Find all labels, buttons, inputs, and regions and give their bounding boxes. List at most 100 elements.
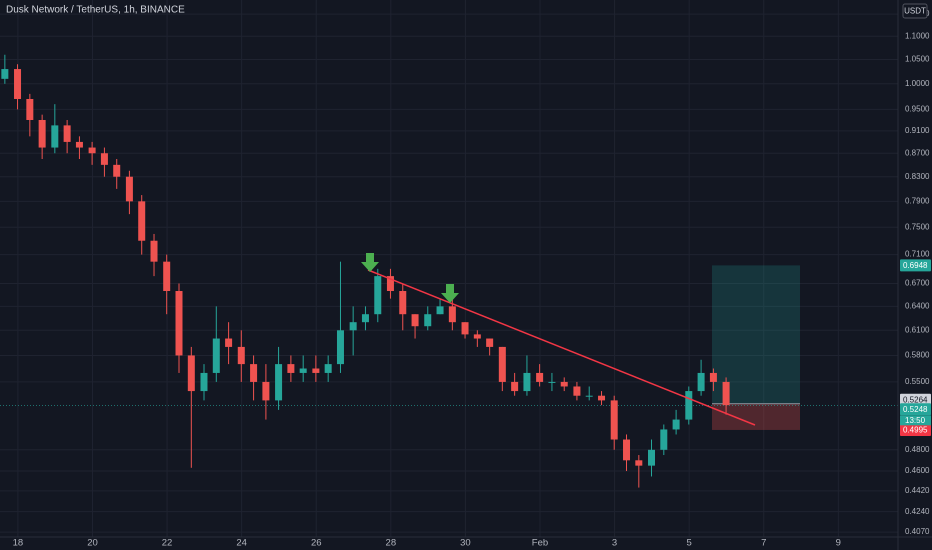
candle-body bbox=[386, 276, 394, 292]
candle-body bbox=[585, 395, 593, 397]
last-label: 0.5248 bbox=[903, 405, 928, 414]
candle-body bbox=[26, 98, 34, 120]
x-tick-label: 7 bbox=[761, 538, 766, 549]
candle-body bbox=[560, 381, 568, 387]
y-tick-label: 0.4600 bbox=[905, 466, 930, 475]
candle-body bbox=[498, 346, 506, 382]
y-tick-label: 0.8300 bbox=[905, 172, 930, 181]
target-label: 0.6948 bbox=[903, 261, 928, 270]
candle-body bbox=[486, 338, 494, 347]
countdown-label: 13:50 bbox=[905, 416, 926, 425]
entry-tag bbox=[900, 393, 931, 406]
y-tick-label: 0.4420 bbox=[905, 486, 930, 495]
candle-body bbox=[312, 368, 320, 373]
profit-zone bbox=[712, 265, 800, 404]
candle-body bbox=[647, 449, 655, 466]
y-tick-label: 0.6700 bbox=[905, 279, 930, 288]
candle-body bbox=[175, 291, 183, 356]
x-tick-label: Feb bbox=[532, 538, 548, 549]
candle-body bbox=[125, 176, 133, 202]
stop-tag bbox=[900, 423, 931, 436]
candle-body bbox=[697, 372, 705, 392]
candle-body bbox=[324, 364, 332, 373]
candle-body bbox=[275, 364, 283, 401]
y-tick-label: 0.5500 bbox=[905, 377, 930, 386]
candle-body bbox=[138, 201, 146, 241]
y-tick-label: 0.7500 bbox=[905, 222, 930, 231]
candle-body bbox=[722, 381, 730, 406]
candle-body bbox=[349, 322, 357, 331]
candle-body bbox=[573, 386, 581, 396]
x-tick-label: 24 bbox=[236, 538, 247, 549]
candle-body bbox=[250, 364, 258, 382]
y-tick-label: 0.6400 bbox=[905, 301, 930, 310]
candle-body bbox=[200, 372, 208, 392]
candle-body bbox=[1, 69, 9, 79]
y-tick-label: 0.5800 bbox=[905, 351, 930, 360]
candle-body bbox=[237, 346, 245, 365]
currency-label[interactable]: USDT bbox=[904, 7, 926, 16]
y-tick-label: 0.4800 bbox=[905, 445, 930, 454]
grid bbox=[0, 0, 898, 537]
countdown-tag bbox=[900, 415, 931, 426]
candle-body bbox=[411, 314, 419, 327]
currency-box[interactable] bbox=[902, 3, 928, 19]
y-tick-label: 0.4070 bbox=[905, 527, 930, 536]
candle-body bbox=[672, 419, 680, 430]
x-tick-label: 20 bbox=[87, 538, 98, 549]
candle-body bbox=[361, 314, 369, 323]
chart-title: Dusk Network / TetherUS, 1h, BINANCE bbox=[6, 5, 185, 16]
candle-body bbox=[262, 381, 270, 401]
candle-body bbox=[225, 338, 233, 347]
candle-body bbox=[548, 381, 556, 383]
axes: 1.15001.10001.05001.00000.95000.91000.87… bbox=[13, 9, 930, 548]
trend-line[interactable] bbox=[367, 269, 756, 426]
y-tick-label: 0.7900 bbox=[905, 196, 930, 205]
y-tick-label: 0.9500 bbox=[905, 104, 930, 113]
candle-body bbox=[88, 147, 96, 154]
candle-body bbox=[212, 338, 220, 373]
y-tick-label: 0.9100 bbox=[905, 126, 930, 135]
x-tick-label: 22 bbox=[162, 538, 173, 549]
candle-body bbox=[473, 334, 481, 339]
x-tick-label: 26 bbox=[311, 538, 322, 549]
candle-body bbox=[685, 391, 693, 420]
x-tick-label: 3 bbox=[612, 538, 617, 549]
candle-body bbox=[511, 381, 519, 392]
candle-body bbox=[660, 429, 668, 450]
stop-label: 0.4995 bbox=[903, 426, 928, 435]
candle-body bbox=[448, 306, 456, 323]
candle-body bbox=[598, 395, 606, 401]
arrows bbox=[361, 253, 459, 303]
arrow-marker bbox=[441, 284, 459, 303]
y-tick-label: 0.7100 bbox=[905, 250, 930, 259]
candle-body bbox=[75, 141, 83, 148]
candle-body bbox=[523, 372, 531, 392]
x-tick-label: 28 bbox=[386, 538, 397, 549]
candle-body bbox=[14, 69, 22, 99]
candle-body bbox=[63, 125, 71, 142]
y-tick-label: 0.8700 bbox=[905, 148, 930, 157]
x-tick-label: 30 bbox=[460, 538, 471, 549]
arrow-marker bbox=[361, 253, 379, 272]
position-tool[interactable] bbox=[0, 265, 898, 430]
candle-body bbox=[299, 368, 307, 373]
candle-body bbox=[187, 355, 195, 392]
candle-body bbox=[163, 261, 171, 292]
entry-label: 0.5264 bbox=[903, 395, 928, 404]
candle-body bbox=[424, 314, 432, 327]
candles bbox=[1, 54, 730, 488]
candle-body bbox=[336, 330, 344, 365]
last-tag bbox=[900, 403, 931, 416]
x-tick-label: 18 bbox=[13, 538, 24, 549]
target-tag bbox=[900, 259, 931, 272]
candle-body bbox=[623, 439, 631, 461]
y-tick-label: 1.1000 bbox=[905, 31, 930, 40]
candle-body bbox=[709, 372, 717, 382]
candle-body bbox=[113, 164, 121, 177]
candle-body bbox=[399, 291, 407, 315]
candle-body bbox=[635, 460, 643, 466]
